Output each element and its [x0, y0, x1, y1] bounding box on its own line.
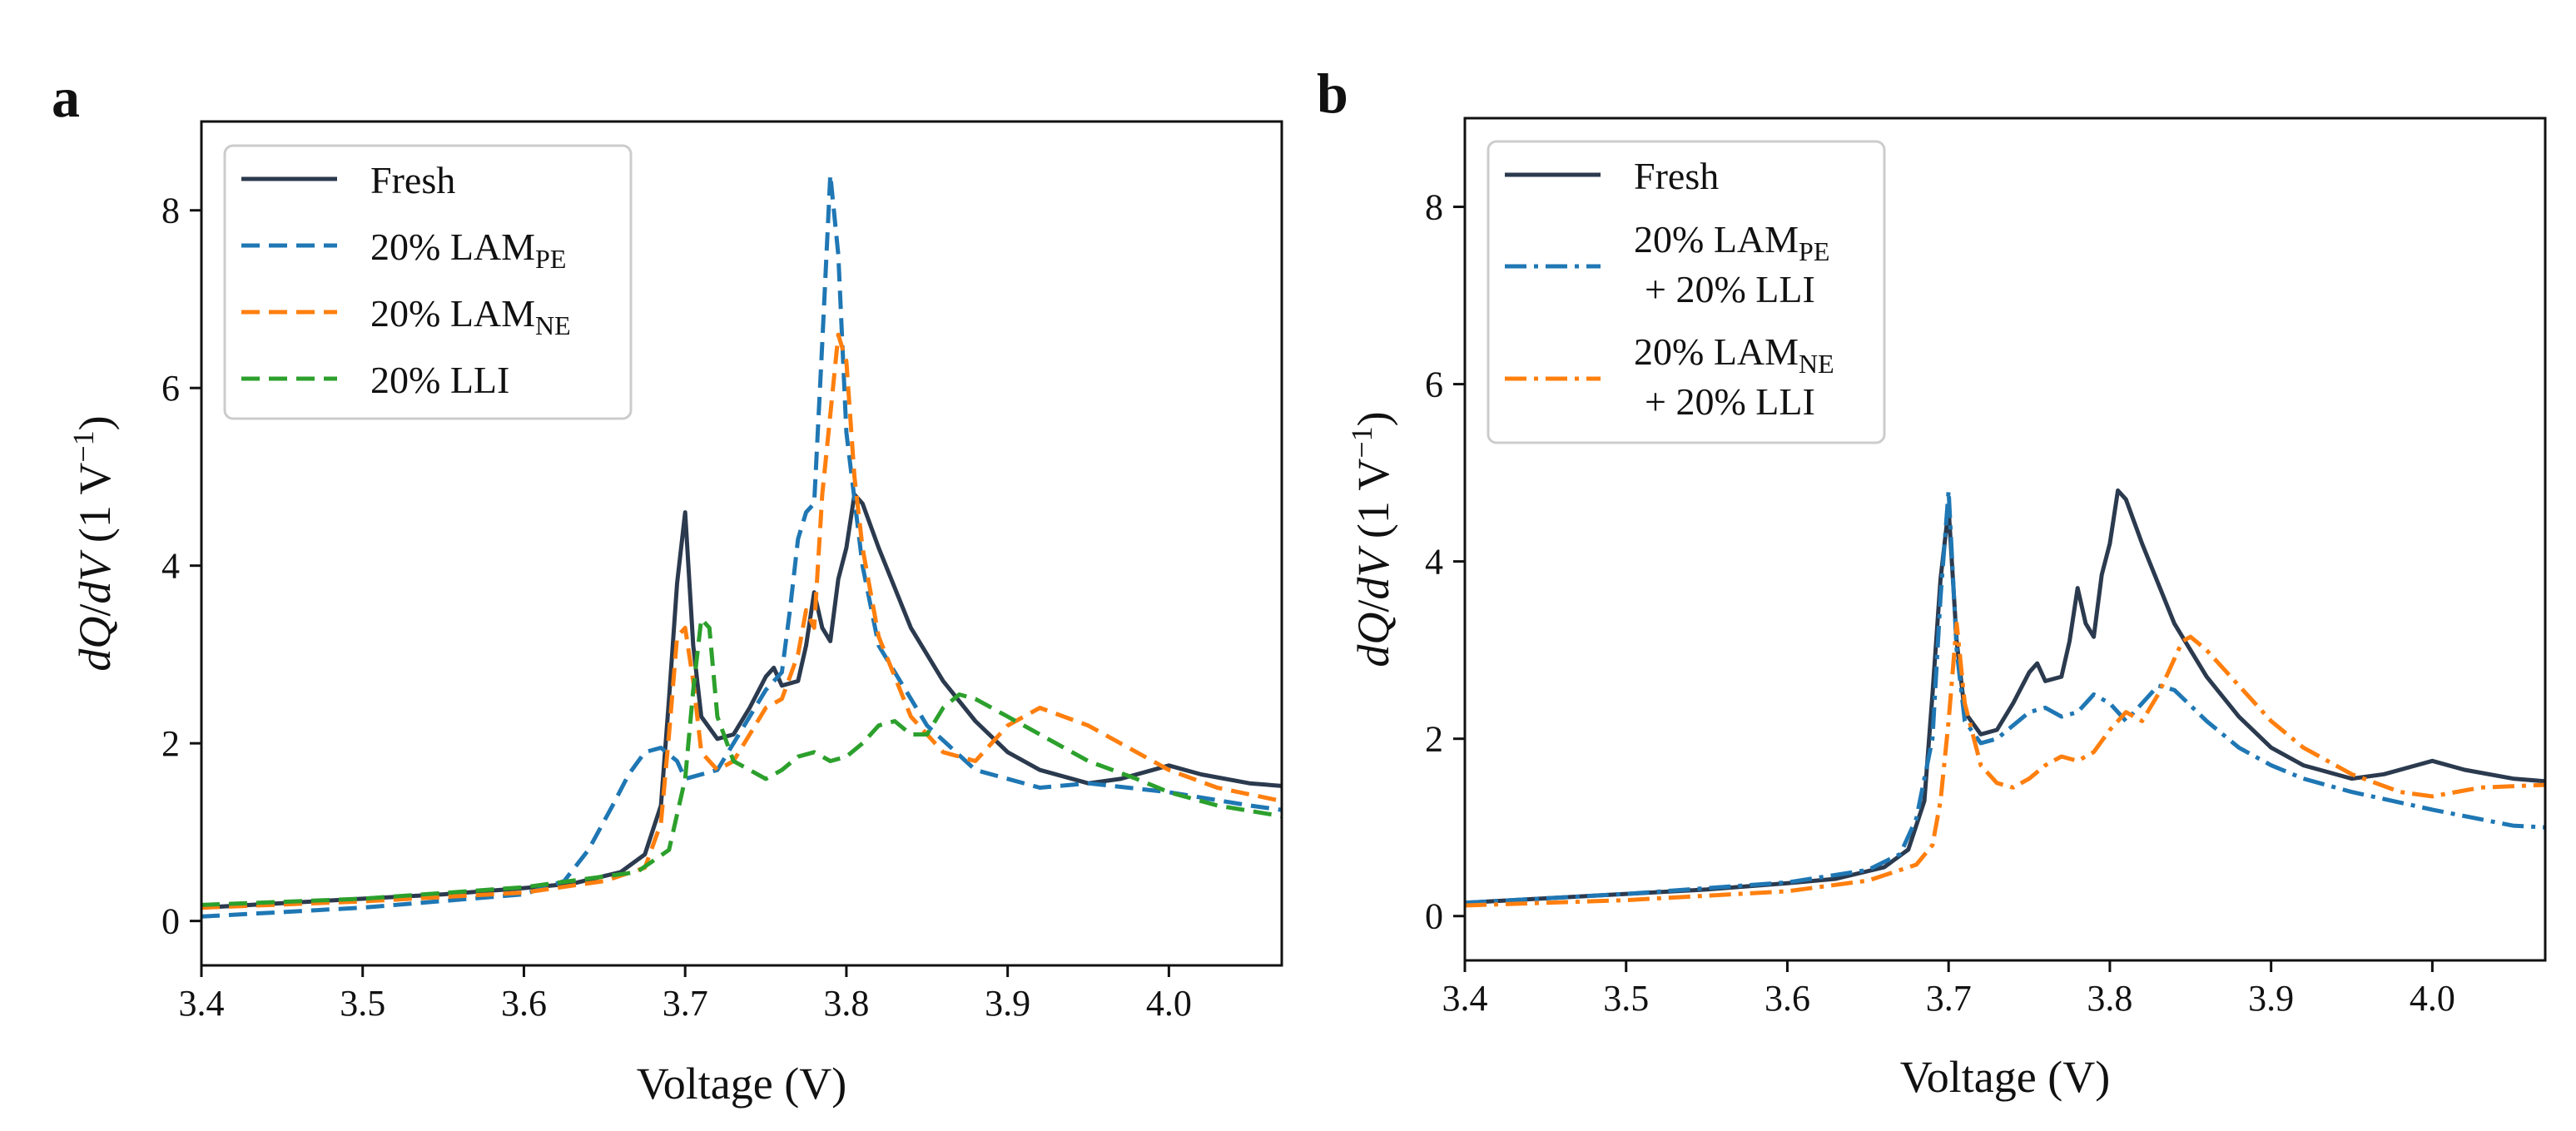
panel-b-x-tick-label-0: 3.4	[1442, 978, 1488, 1019]
panel-a-axes-frame	[200, 120, 1283, 967]
panel-a-y-tick-label-4: 8	[161, 191, 180, 231]
panel-a-legend-entry-lam-pe: 20% LAMPE	[241, 226, 566, 274]
panel-b-axes-frame	[1463, 117, 2547, 962]
panel-b-series-line-1	[1465, 488, 2545, 905]
panel-b-legend-entry-lam-pe-lli: 20% LAMPE + 20% LLI	[1505, 218, 1829, 310]
panel-a-legend-label-lam-pe: 20% LAMPE	[370, 226, 566, 274]
panel-b-y-tick-label-0: 0	[1425, 896, 1443, 937]
panel-b-legend-line2-lam-pe-lli: + 20% LLI	[1645, 268, 1815, 310]
panel-a-ylabel-units: (1 V	[70, 463, 120, 554]
panel-b-x-tick-label-3: 3.7	[1926, 978, 1972, 1019]
panel-a-series-line-0	[201, 492, 1282, 910]
panel-a-x-axis-title: Voltage (V)	[637, 1059, 846, 1109]
panel-a-legend-entry-lli: 20% LLI	[241, 359, 509, 401]
panel-a-y-tick-label-3: 6	[161, 368, 180, 409]
panel-a-x-tick-label-5: 3.9	[985, 983, 1030, 1024]
panel-b-x-tick-label-2: 3.6	[1764, 978, 1810, 1019]
panel-a-legend-sub-lam-ne: NE	[535, 310, 571, 340]
panel-b-series-line-0	[1465, 488, 2545, 905]
panel-a-legend-box	[223, 144, 633, 420]
panel-b-legend-entry-lam-ne-lli: 20% LAMNE + 20% LLI	[1505, 330, 1834, 423]
panel-a-series-line-3	[201, 617, 1282, 907]
panel-b-legend-sub-lam-ne-lli: NE	[1799, 349, 1834, 379]
panel-b-x-axis-title: Voltage (V)	[1900, 1052, 2110, 1102]
panel-a-series-line-1	[201, 172, 1282, 919]
panel-a-ylabel-den: dV	[70, 549, 120, 604]
panel-a-x-tick-label-2: 3.6	[501, 983, 547, 1024]
panel-a-y-axis-title: dQ/dV (1 V−1)	[67, 415, 120, 671]
panel-a-legend-text-fresh: Fresh	[370, 159, 455, 201]
panel-a-y-tick-label-1: 2	[161, 723, 180, 764]
panel-a-ylabel-close: )	[70, 415, 120, 430]
panel-a-letter: a	[52, 66, 80, 129]
panel-a-legend-text-lam-ne: 20% LAM	[370, 292, 535, 335]
panel-b-legend-sub-lam-pe-lli: PE	[1799, 236, 1829, 266]
panel-a-x-tick-label-0: 3.4	[179, 983, 225, 1024]
panel-a-y-tick-label-2: 4	[161, 546, 180, 587]
panel-b-ylabel-close: )	[1348, 411, 1398, 426]
panel-b-ylabel-num: dQ	[1348, 613, 1398, 667]
panel-a-x-tick-label-6: 4.0	[1146, 983, 1192, 1024]
panel-b-ticks: 3.4 3.5 3.6 3.7 3.8 3.9 4.0 0 2 4 6 8	[1425, 187, 2455, 1019]
panel-b-y-tick-label-2: 4	[1425, 542, 1443, 583]
panel-b-ylabel-den: dV	[1348, 545, 1398, 600]
panel-b-y-tick-label-3: 6	[1425, 365, 1443, 405]
panel-a-legend-entry-lam-ne: 20% LAMNE	[241, 292, 571, 340]
panel-b-legend-label-fresh: Fresh	[1634, 155, 1719, 197]
panel-b-legend-text-lam-pe-lli: 20% LAM	[1634, 218, 1799, 260]
panel-a-legend-text-lli: 20% LLI	[370, 359, 509, 401]
panel-a-legend: Fresh 20% LAMPE 20% LAMNE 20% LLI	[223, 144, 633, 420]
panel-a-ylabel-num: dQ	[70, 617, 120, 672]
panel-b-ylabel-slash: /	[1348, 600, 1398, 613]
panel-b-plot-area	[1465, 488, 2545, 908]
panel-b-legend-text-fresh: Fresh	[1634, 155, 1719, 197]
panel-a-legend-label-fresh: Fresh	[370, 159, 455, 201]
panel-b-x-tick-label-5: 3.9	[2248, 978, 2294, 1019]
panel-b-series-line-2	[1465, 621, 2545, 908]
panel-a-x-tick-label-3: 3.7	[663, 983, 708, 1024]
panel-b-legend-line2-lam-ne-lli: + 20% LLI	[1645, 380, 1815, 423]
panel-a-ylabel-exp: −1	[67, 430, 100, 462]
panel-b-legend-label-lam-pe-lli: 20% LAMPE	[1634, 218, 1829, 266]
panel-a-ylabel-slash: /	[70, 604, 120, 617]
panel-b-legend-entry-fresh: Fresh	[1505, 155, 1719, 197]
panel-b-legend-box	[1487, 140, 1886, 444]
panel-b-x-tick-label-6: 4.0	[2410, 978, 2455, 1019]
panel-b-legend: Fresh 20% LAMPE + 20% LLI 20% LAMNE + 20…	[1487, 140, 1886, 444]
panel-b-letter: b	[1317, 62, 1348, 125]
panel-a-plot-area	[201, 172, 1282, 919]
panel-b-y-tick-label-4: 8	[1425, 187, 1443, 228]
panel-a: a 3.4 3.5 3.6 3.7 3.8 3.9 4.0 0 2 4 6 8 Voltage (V)…	[52, 66, 1283, 1109]
panel-b-ylabel-exp: −1	[1345, 426, 1378, 458]
panel-a-x-tick-label-1: 3.5	[340, 983, 385, 1024]
panel-b-x-tick-label-1: 3.5	[1603, 978, 1649, 1019]
panel-a-ticks: 3.4 3.5 3.6 3.7 3.8 3.9 4.0 0 2 4 6 8	[161, 191, 1192, 1024]
panel-b-legend-label-lam-ne-lli: 20% LAMNE	[1634, 330, 1834, 379]
panel-a-legend-entry-fresh: Fresh	[241, 159, 455, 201]
panel-b-y-tick-label-1: 2	[1425, 719, 1443, 760]
panel-a-y-tick-label-0: 0	[161, 901, 180, 942]
panel-a-series-line-2	[201, 332, 1282, 910]
panel-b-x-tick-label-4: 3.8	[2087, 978, 2132, 1019]
panel-a-legend-label-lam-ne: 20% LAMNE	[370, 292, 571, 340]
panel-b-legend-text-lam-ne-lli: 20% LAM	[1634, 330, 1799, 373]
panel-b-y-axis-title: dQ/dV (1 V−1)	[1345, 411, 1398, 667]
panel-a-legend-label-lli: 20% LLI	[370, 359, 509, 401]
panel-b: b 3.4 3.5 3.6 3.7 3.8 3.9 4.0 0 2 4 6 8 Voltage (V)…	[1317, 62, 2547, 1102]
panel-b-ylabel-units: (1 V	[1348, 459, 1398, 550]
panel-a-x-tick-label-4: 3.8	[823, 983, 869, 1024]
panel-a-legend-text-lam-pe: 20% LAM	[370, 226, 535, 268]
panel-a-legend-sub-lam-pe: PE	[535, 244, 566, 274]
